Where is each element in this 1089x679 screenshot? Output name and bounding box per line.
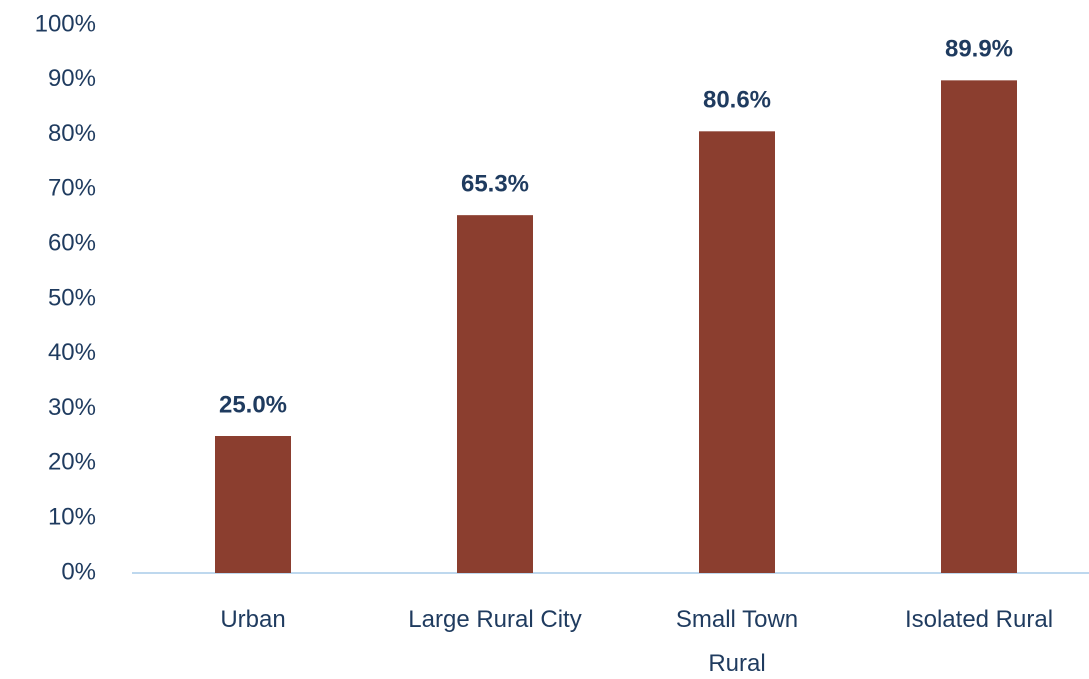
y-tick-label: 50% — [48, 284, 96, 311]
y-tick-label: 80% — [48, 120, 96, 147]
y-tick-label: 10% — [48, 504, 96, 531]
x-tick-label: Large Rural City — [408, 606, 582, 633]
value-label: 65.3% — [461, 170, 529, 197]
x-tick-label: Urban — [220, 606, 286, 633]
value-label: 89.9% — [945, 36, 1013, 63]
y-tick-label: 90% — [48, 65, 96, 92]
y-tick-label: 60% — [48, 230, 96, 257]
bar — [215, 436, 291, 573]
bar — [699, 131, 775, 573]
y-tick-label: 30% — [48, 394, 96, 421]
value-label: 25.0% — [219, 391, 287, 418]
x-tick-label: Small Town Rural — [675, 606, 799, 677]
y-tick-label: 0% — [61, 558, 96, 585]
value-label: 80.6% — [703, 87, 771, 114]
y-tick-label: 40% — [48, 339, 96, 366]
x-tick-label: Isolated Rural — [904, 606, 1054, 633]
bar — [941, 80, 1017, 574]
bar — [457, 215, 533, 573]
y-tick-label: 100% — [35, 10, 96, 37]
y-tick-label: 20% — [48, 449, 96, 476]
y-tick-label: 70% — [48, 175, 96, 202]
